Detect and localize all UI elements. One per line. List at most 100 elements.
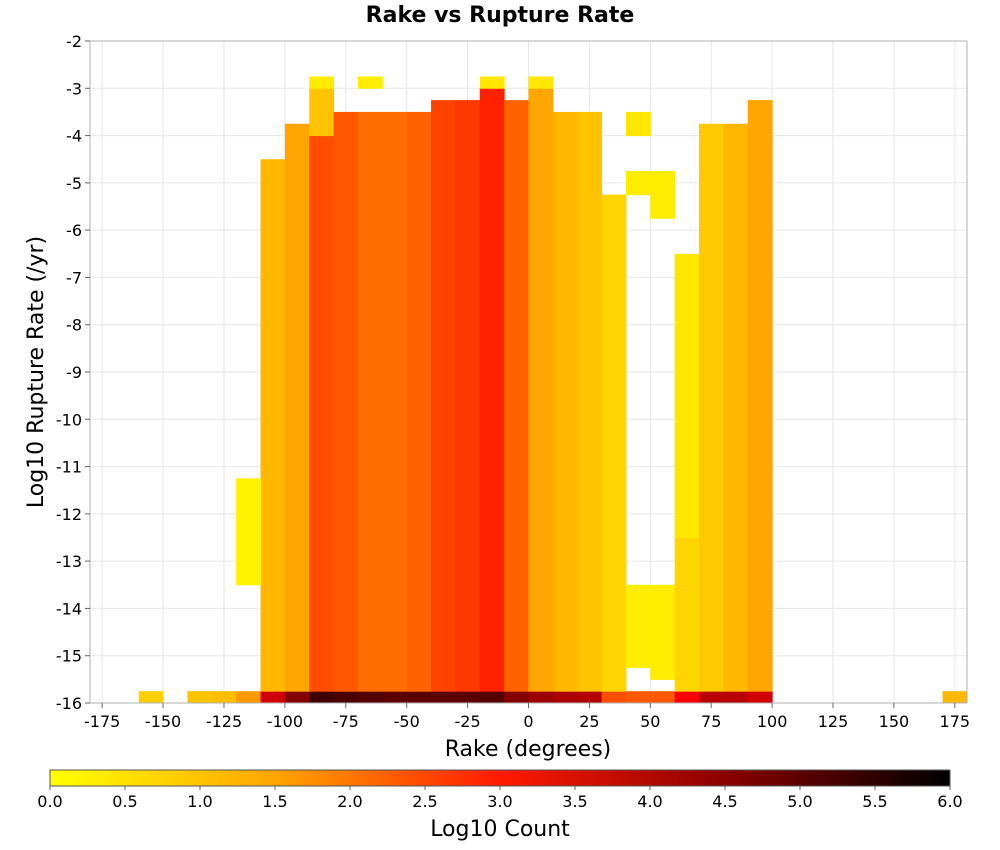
heatmap-cell (674, 253, 700, 539)
heatmap-cell (601, 691, 627, 704)
colorbar-tick-label: 6.0 (937, 792, 962, 811)
heatmap-cell (431, 100, 456, 692)
heatmap-cell (625, 584, 651, 669)
heatmap-cell (236, 691, 262, 704)
heatmap-cell (382, 111, 408, 692)
colorbar (49, 769, 951, 787)
heatmap-cell (382, 691, 408, 704)
heatmap-cell (260, 691, 286, 704)
x-tick-label: -150 (145, 712, 181, 731)
heatmap-cell (455, 100, 481, 692)
x-tick-label: 175 (940, 712, 971, 731)
x-tick-label: -25 (455, 712, 481, 731)
colorbar-tick-label: 2.0 (337, 792, 362, 811)
heatmap-cell (650, 584, 676, 680)
y-tick-label: -15 (56, 647, 82, 666)
colorbar-tick-label: 3.5 (562, 792, 587, 811)
y-tick-label: -6 (66, 221, 82, 240)
x-tick-label: -75 (333, 712, 359, 731)
heatmap-cell (650, 171, 676, 219)
heatmap-cell (577, 691, 603, 704)
y-tick-label: -3 (66, 79, 82, 98)
y-axis-ticks: -2 -3 -4 -5 -6 -7 -8 -9 -10 -11 -12 -13 -14 -15 -16 (56, 32, 90, 713)
heatmap-cell (479, 88, 505, 692)
heatmap-cell (723, 691, 749, 704)
colorbar-tick-label: 4.5 (712, 792, 737, 811)
heatmap-cell (747, 100, 773, 692)
y-tick-label: -8 (66, 316, 82, 335)
x-tick-label: 75 (701, 712, 721, 731)
heatmap-cell (479, 76, 505, 89)
heatmap-cell (747, 691, 773, 704)
heatmap-cell (357, 691, 383, 704)
heatmap-cell (577, 111, 603, 692)
colorbar-ticks: 0.0 0.5 1.0 1.5 2.0 2.5 3.0 3.5 4.0 4.5 5.0 5.5 6.0 (37, 786, 963, 811)
x-tick-label: 0 (523, 712, 533, 731)
heatmap-cell (309, 691, 335, 704)
y-tick-label: -10 (56, 410, 82, 429)
heatmap-cell (479, 691, 505, 704)
heatmap-cell (504, 100, 529, 692)
heatmap-cell (431, 691, 456, 704)
y-tick-label: -7 (66, 268, 82, 287)
chart-title: Rake vs Rupture Rate (366, 3, 635, 28)
heatmap-cell (552, 691, 578, 704)
y-tick-label: -9 (66, 363, 82, 382)
heatmap-cell (625, 111, 651, 137)
x-tick-label: 25 (579, 712, 599, 731)
y-tick-label: -11 (56, 458, 82, 477)
heatmap-cell (504, 691, 529, 704)
colorbar-tick-label: 1.0 (187, 792, 212, 811)
heatmap-cell (357, 111, 383, 692)
x-tick-label: 150 (879, 712, 910, 731)
colorbar-tick-label: 0.5 (112, 792, 137, 811)
x-tick-label: -50 (394, 712, 420, 731)
heatmap-cell (650, 691, 676, 704)
colorbar-tick-label: 3.0 (487, 792, 512, 811)
heatmap-cell (333, 111, 359, 692)
heatmap-cells (138, 76, 968, 704)
x-axis-label: Rake (degrees) (445, 737, 612, 762)
heatmap-cell (187, 691, 213, 704)
x-tick-label: 100 (757, 712, 788, 731)
heatmap-cell (699, 123, 724, 692)
x-axis-ticks: -175 -150 -125 -100 -75 -50 -25 0 25 50 75 100 125 15… (84, 703, 970, 731)
y-axis-label: Log10 Rupture Rate (/yr) (24, 236, 49, 508)
heatmap-cell (528, 88, 554, 692)
heatmap-cell (942, 691, 968, 704)
x-tick-label: 125 (818, 712, 849, 731)
heatmap-cell (674, 691, 700, 704)
y-tick-label: -5 (66, 174, 82, 193)
y-tick-label: -14 (56, 599, 82, 618)
colorbar-label: Log10 Count (430, 817, 570, 842)
colorbar-tick-label: 1.5 (262, 792, 287, 811)
colorbar-tick-label: 2.5 (412, 792, 437, 811)
heatmap-cell (333, 691, 359, 704)
colorbar-tick-label: 4.0 (637, 792, 662, 811)
heatmap-cell (309, 135, 335, 692)
colorbar-tick-label: 5.5 (862, 792, 887, 811)
heatmap-cell (552, 111, 578, 692)
heatmap-cell (699, 691, 724, 704)
x-tick-label: 50 (640, 712, 660, 731)
heatmap-cell (528, 691, 554, 704)
x-tick-label: -125 (206, 712, 242, 731)
heatmap-cell (284, 691, 310, 704)
heatmap-cell (406, 111, 432, 692)
heatmap-cell (309, 88, 335, 137)
x-tick-label: -175 (84, 712, 120, 731)
heatmap-cell (601, 194, 627, 692)
heatmap-cell (357, 76, 383, 89)
y-tick-label: -2 (66, 32, 82, 51)
heatmap-cell (406, 691, 432, 704)
y-tick-label: -16 (56, 694, 82, 713)
heatmap-cell (211, 691, 237, 704)
colorbar-tick-label: 5.0 (787, 792, 812, 811)
heatmap-cell (528, 76, 554, 89)
colorbar-tick-label: 0.0 (37, 792, 62, 811)
heatmap-cell (138, 691, 164, 704)
heatmap-cell (260, 159, 286, 692)
heatmap-cell (309, 76, 335, 89)
heatmap-cell (284, 123, 310, 692)
